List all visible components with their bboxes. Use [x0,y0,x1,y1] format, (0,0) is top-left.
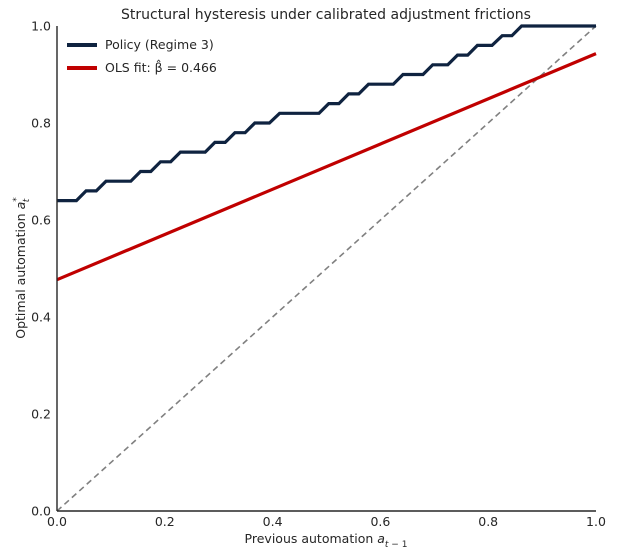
y-tick-label: 0.0 [31,504,51,519]
legend: Policy (Regime 3) OLS fit: β̂ = 0.466 [67,37,217,75]
chart-title: Structural hysteresis under calibrated a… [121,7,531,23]
y-tick-label: 0.4 [31,310,51,325]
plot-area [56,24,597,512]
x-tick-label: 0.6 [370,514,390,529]
x-tick-label: 0.8 [478,514,498,529]
y-tick-labels: 0.0 0.2 0.4 0.6 0.8 1.0 [31,19,51,519]
x-axis-title: Previous automation at − 1 [245,531,408,550]
legend-label-ols: OLS fit: β̂ = 0.466 [105,59,217,75]
diagonal-reference-line [56,25,597,512]
x-tick-label: 1.0 [586,514,606,529]
y-tick-label: 0.6 [31,213,51,228]
ols-fit-line [56,52,597,282]
policy-line [57,24,596,203]
x-tick-label: 0.2 [155,514,175,529]
y-axis-title: Optimal automation a*t [12,197,32,339]
y-tick-label: 0.2 [31,407,51,422]
y-tick-label: 1.0 [31,19,51,34]
x-tick-label: 0.0 [47,514,67,529]
legend-label-policy: Policy (Regime 3) [105,37,214,52]
x-tick-label: 0.4 [263,514,283,529]
y-tick-label: 0.8 [31,116,51,131]
x-tick-labels: 0.0 0.2 0.4 0.6 0.8 1.0 [47,514,606,529]
